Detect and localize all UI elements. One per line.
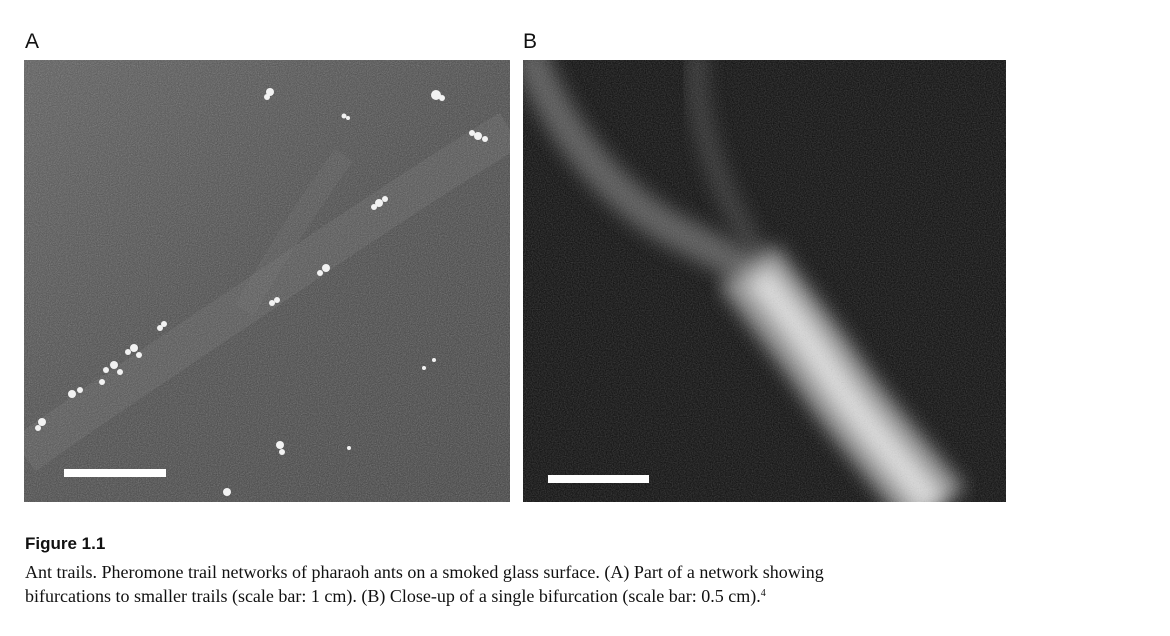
reference-superscript: 4 — [760, 588, 766, 599]
panel-b-scale-bar — [548, 475, 649, 483]
caption-text: Ant trails. Pheromone trail networks of … — [25, 560, 1165, 608]
caption-line-2-text: bifurcations to smaller trails (scale ba… — [25, 586, 761, 606]
panel-a-scale-bar — [64, 469, 166, 477]
figure-caption: Figure 1.1 Ant trails. Pheromone trail n… — [25, 535, 1165, 608]
panel-a-letter: A — [25, 30, 40, 53]
panel-b-micrograph — [523, 60, 1006, 502]
panel-a-image — [24, 60, 510, 502]
figure-label: Figure 1.1 — [25, 534, 106, 553]
panel-b-letter: B — [523, 30, 538, 53]
panel-b-image — [523, 60, 1006, 502]
caption-line-1: Ant trails. Pheromone trail networks of … — [25, 562, 824, 582]
caption-line-2: bifurcations to smaller trails (scale ba… — [25, 584, 1165, 608]
panel-a-micrograph — [24, 60, 510, 502]
